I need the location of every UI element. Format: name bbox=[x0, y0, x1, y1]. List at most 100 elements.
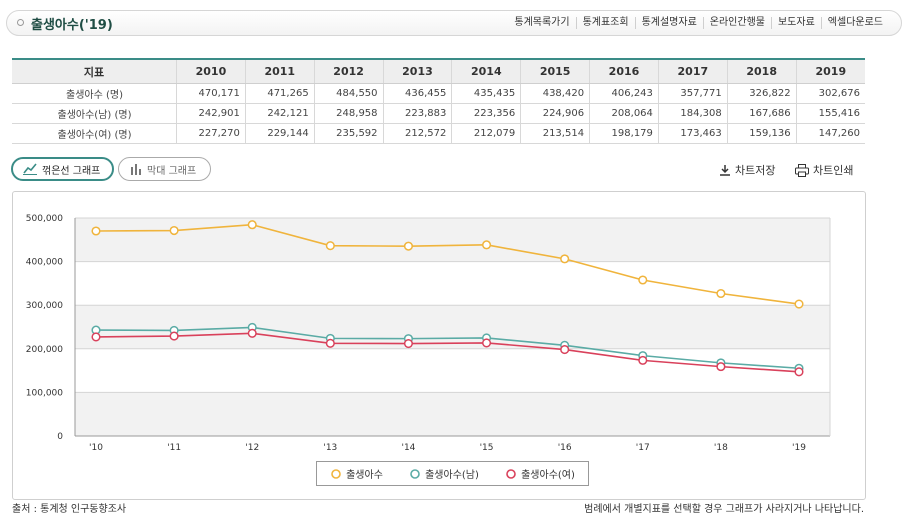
header-cell: 지표 bbox=[12, 58, 177, 84]
x-tick-label: '10 bbox=[89, 443, 103, 453]
row-label: 출생아수(남) (명) bbox=[12, 103, 177, 124]
print-chart-button[interactable]: 차트인쇄 bbox=[795, 162, 853, 178]
table-cell: 224,906 bbox=[520, 103, 590, 124]
data-point bbox=[325, 338, 335, 348]
data-point bbox=[169, 225, 179, 236]
y-tick-label: 300,000 bbox=[26, 301, 63, 311]
data-point bbox=[403, 338, 413, 349]
x-tick-label: '17 bbox=[636, 443, 650, 453]
table-cell: 471,265 bbox=[244, 83, 315, 104]
legend-hint: 범례에서 개별지표를 선택할 경우 그래프가 사라지거나 나타납니다. bbox=[584, 504, 864, 515]
title-bar: 출생아수('19) 통계목록가기 통계표조회 통계설명자료 온라인간행물 보도자… bbox=[6, 10, 902, 36]
data-point bbox=[638, 355, 648, 365]
table-cell: 155,416 bbox=[795, 103, 865, 124]
y-tick-label: 100,000 bbox=[26, 388, 63, 398]
table-cell: 147,260 bbox=[795, 123, 865, 144]
table-cell: 484,550 bbox=[313, 83, 384, 104]
bullet-icon bbox=[17, 19, 24, 26]
data-point bbox=[716, 362, 726, 372]
data-point bbox=[560, 254, 570, 264]
grid-band bbox=[75, 305, 830, 349]
table-cell: 213,514 bbox=[520, 123, 590, 144]
line-chart-icon bbox=[23, 163, 37, 175]
row-label: 출생아수 (명) bbox=[12, 83, 177, 104]
x-tick-label: '11 bbox=[167, 443, 181, 453]
table-cell: 435,435 bbox=[451, 83, 521, 104]
data-point bbox=[638, 275, 648, 285]
table-row: 출생아수 (명) 470,171 471,265 484,550 436,455… bbox=[12, 83, 865, 104]
table-cell: 242,901 bbox=[176, 103, 246, 124]
chart-legend: 출생아수 출생아수(남) 출생아수(여) bbox=[316, 461, 589, 486]
table-row: 출생아수(여) (명) 227,270 229,144 235,592 212,… bbox=[12, 123, 865, 144]
tab-bar-graph[interactable]: 막대 그래프 bbox=[118, 157, 211, 181]
tab-line-label: 꺾은선 그래프 bbox=[42, 165, 101, 177]
print-chart-label: 차트인쇄 bbox=[813, 164, 854, 177]
table-cell: 208,064 bbox=[589, 103, 659, 124]
legend-marker-icon bbox=[410, 468, 420, 479]
legend-item-female[interactable]: 출생아수(여) bbox=[505, 466, 575, 481]
table-cell: 248,958 bbox=[313, 103, 384, 124]
table-cell: 302,676 bbox=[795, 83, 865, 104]
data-point bbox=[560, 345, 570, 355]
download-icon bbox=[720, 165, 730, 176]
data-point bbox=[91, 226, 101, 236]
top-links: 통계목록가기 통계표조회 통계설명자료 온라인간행물 보도자료 엑셀다운로드 bbox=[508, 17, 889, 29]
series-line-2 bbox=[95, 326, 800, 370]
header-cell: 2010 bbox=[176, 58, 246, 84]
tab-bar-label: 막대 그래프 bbox=[147, 165, 197, 177]
link-press-release[interactable]: 보도자료 bbox=[770, 17, 821, 29]
x-tick-label: '12 bbox=[245, 443, 259, 453]
link-stat-description[interactable]: 통계설명자료 bbox=[634, 17, 703, 29]
header-cell: 2014 bbox=[451, 58, 521, 84]
legend-label: 출생아수(남) bbox=[425, 470, 479, 481]
line-chart: 0 100,000 200,000 300,000 400,000 500,000 '10 '… bbox=[26, 214, 831, 453]
legend-label: 출생아수(여) bbox=[521, 470, 575, 481]
header-cell: 2011 bbox=[244, 58, 315, 84]
x-tick-label: '14 bbox=[401, 443, 415, 453]
tab-line-graph[interactable]: 꺾은선 그래프 bbox=[11, 157, 114, 181]
series-line-1 bbox=[95, 223, 800, 305]
grid-band bbox=[75, 392, 830, 436]
table-cell: 436,455 bbox=[382, 83, 452, 104]
x-tick-label: '16 bbox=[558, 443, 572, 453]
link-stat-list[interactable]: 통계목록가기 bbox=[514, 17, 570, 28]
legend-marker-icon bbox=[506, 468, 516, 479]
header-cell: 2018 bbox=[726, 58, 797, 84]
chart-container: 0 100,000 200,000 300,000 400,000 500,000 '10 '… bbox=[12, 191, 866, 500]
header-cell: 2013 bbox=[382, 58, 452, 84]
x-tick-label: '15 bbox=[480, 443, 494, 453]
link-online-publication[interactable]: 온라인간행물 bbox=[702, 17, 771, 29]
table-header-row: 지표 2010 2011 2012 2013 2014 2015 2016 20… bbox=[12, 58, 865, 84]
data-point bbox=[169, 331, 179, 341]
table-cell: 167,686 bbox=[726, 103, 797, 124]
table-cell: 212,079 bbox=[451, 123, 521, 144]
table-cell: 470,171 bbox=[176, 83, 246, 104]
table-cell: 184,308 bbox=[657, 103, 728, 124]
header-cell: 2017 bbox=[657, 58, 728, 84]
data-point bbox=[403, 241, 413, 251]
legend-item-total[interactable]: 출생아수 bbox=[330, 466, 383, 481]
link-stat-table[interactable]: 통계표조회 bbox=[575, 17, 635, 29]
header-cell: 2016 bbox=[589, 58, 659, 84]
header-cell: 2012 bbox=[313, 58, 384, 84]
save-chart-button[interactable]: 차트저장 bbox=[719, 162, 775, 178]
row-label: 출생아수(여) (명) bbox=[12, 123, 177, 144]
x-tick-label: '19 bbox=[792, 443, 806, 453]
table-cell: 406,243 bbox=[589, 83, 659, 104]
table-cell: 223,883 bbox=[382, 103, 452, 124]
series-line-3 bbox=[95, 332, 800, 373]
y-tick-label: 400,000 bbox=[26, 258, 63, 268]
data-point bbox=[794, 367, 804, 377]
printer-icon bbox=[795, 163, 809, 177]
page-title: 출생아수('19) bbox=[31, 18, 113, 33]
table-cell: 235,592 bbox=[313, 123, 384, 144]
legend-item-male[interactable]: 출생아수(남) bbox=[409, 466, 479, 481]
table-cell: 227,270 bbox=[176, 123, 246, 144]
header-cell: 2015 bbox=[520, 58, 590, 84]
data-point bbox=[482, 240, 492, 250]
data-point bbox=[794, 299, 804, 309]
link-excel-download[interactable]: 엑셀다운로드 bbox=[820, 17, 889, 29]
header-cell: 2019 bbox=[795, 58, 865, 84]
table-cell: 159,136 bbox=[726, 123, 797, 144]
data-point bbox=[91, 332, 101, 342]
